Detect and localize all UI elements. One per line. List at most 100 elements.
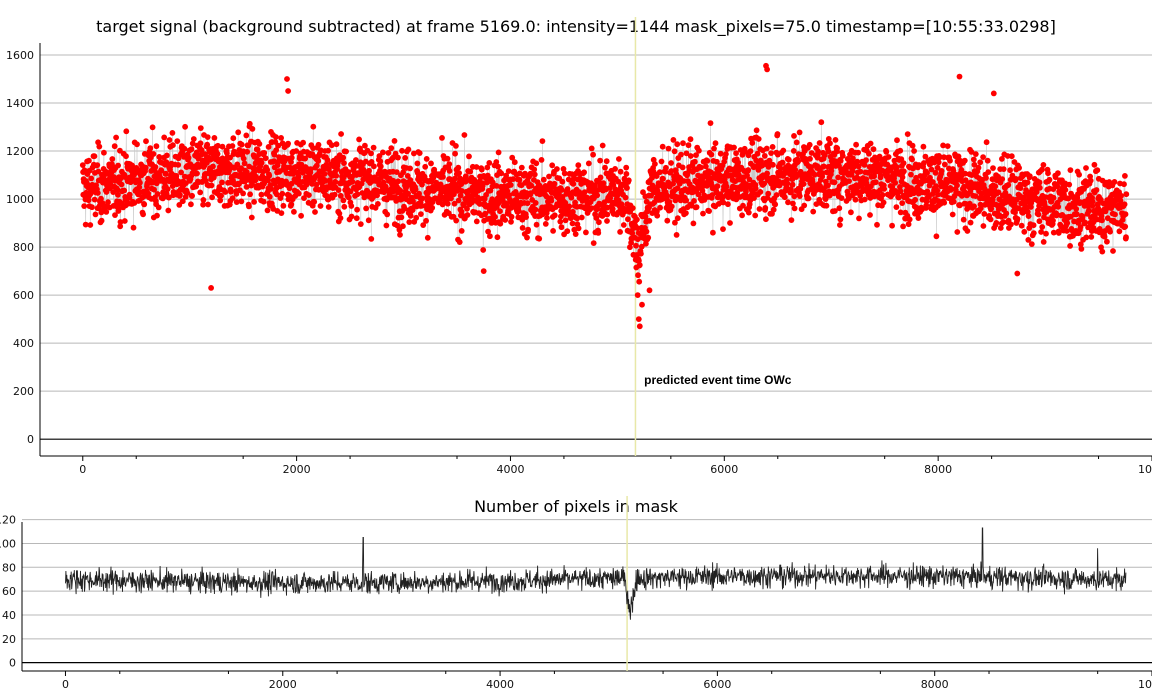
- signal-point: [590, 240, 597, 247]
- signal-point: [402, 155, 409, 161]
- signal-point: [194, 170, 200, 177]
- signal-point: [279, 190, 286, 197]
- signal-point: [643, 228, 650, 235]
- signal-point: [1096, 226, 1103, 232]
- signal-point: [853, 141, 859, 148]
- signal-point: [536, 235, 543, 242]
- signal-point: [881, 186, 888, 192]
- signal-point: [1073, 211, 1080, 218]
- signal-point: [769, 144, 776, 150]
- signal-point: [1026, 173, 1033, 180]
- x-tick-label: 2000: [283, 463, 311, 476]
- signal-point: [295, 190, 302, 197]
- signal-point: [995, 189, 1002, 196]
- signal-point: [136, 184, 143, 191]
- signal-point: [1093, 187, 1100, 193]
- signal-point: [1000, 166, 1007, 173]
- signal-point: [498, 170, 505, 177]
- signal-point: [1118, 192, 1124, 199]
- signal-point: [624, 185, 630, 191]
- signal-point: [115, 162, 121, 169]
- signal-point: [735, 159, 741, 166]
- signal-point: [679, 164, 686, 171]
- signal-point: [604, 218, 610, 224]
- signal-point: [419, 181, 425, 188]
- signal-point: [698, 164, 704, 171]
- signal-point: [985, 169, 992, 176]
- signal-point: [596, 219, 602, 226]
- signal-point: [612, 166, 618, 172]
- signal-point: [310, 145, 316, 152]
- signal-point: [86, 157, 92, 164]
- signal-point: [949, 211, 956, 218]
- signal-point: [938, 168, 945, 174]
- signal-point: [562, 217, 569, 224]
- signal-point: [1038, 229, 1044, 235]
- signal-point: [374, 192, 380, 199]
- signal-point: [328, 142, 335, 149]
- signal-point: [693, 204, 700, 211]
- signal-point: [306, 192, 312, 199]
- signal-point: [533, 221, 540, 228]
- signal-point: [609, 206, 616, 212]
- signal-point: [246, 120, 253, 127]
- signal-point: [636, 278, 643, 285]
- signal-point: [291, 208, 297, 215]
- signal-point: [235, 151, 241, 158]
- signal-point: [81, 203, 88, 210]
- signal-point: [1054, 183, 1061, 190]
- signal-point: [448, 195, 454, 202]
- signal-point: [899, 174, 906, 181]
- signal-point: [846, 178, 852, 185]
- signal-point: [229, 195, 236, 202]
- signal-point: [768, 150, 774, 157]
- signal-point: [399, 147, 405, 154]
- signal-point: [962, 170, 968, 177]
- signal-point: [560, 166, 567, 172]
- signal-point: [970, 156, 977, 163]
- signal-point: [262, 155, 269, 162]
- signal-point: [134, 141, 140, 148]
- signal-chart: 0 200 400 600 800 1000 1200 1400 1600 0 2000 4000 60…: [6, 17, 1152, 476]
- signal-point: [437, 181, 444, 188]
- signal-point: [683, 210, 689, 217]
- signal-point: [753, 127, 760, 134]
- signal-point: [603, 158, 610, 165]
- signal-point: [197, 125, 204, 131]
- signal-point: [251, 168, 258, 175]
- signal-point: [241, 160, 248, 167]
- signal-point: [825, 148, 832, 155]
- signal-point: [204, 141, 211, 148]
- signal-point: [341, 203, 348, 210]
- signal-point: [400, 223, 406, 230]
- signal-point: [566, 203, 573, 210]
- signal-point: [827, 140, 833, 147]
- signal-point: [111, 143, 118, 150]
- signal-point: [1008, 153, 1015, 160]
- signal-point: [575, 162, 582, 169]
- signal-point: [493, 183, 500, 189]
- x-tick-label: 6000: [703, 678, 731, 691]
- signal-point: [558, 224, 565, 231]
- signal-point: [581, 189, 588, 196]
- signal-point: [757, 189, 764, 195]
- signal-point: [452, 150, 458, 157]
- signal-point: [1079, 213, 1086, 220]
- signal-point: [762, 205, 769, 211]
- signal-point: [1018, 222, 1025, 229]
- signal-point: [634, 225, 641, 231]
- signal-point: [440, 174, 446, 180]
- signal-point: [377, 158, 384, 165]
- signal-point: [558, 187, 565, 193]
- signal-point: [549, 162, 556, 169]
- signal-point: [161, 134, 168, 141]
- signal-point: [356, 136, 362, 143]
- signal-point: [941, 199, 948, 206]
- signal-point: [731, 144, 737, 151]
- signal-point: [398, 214, 405, 221]
- signal-point: [992, 183, 999, 190]
- signal-point: [761, 153, 768, 159]
- signal-point: [604, 211, 611, 218]
- signal-point: [467, 168, 474, 175]
